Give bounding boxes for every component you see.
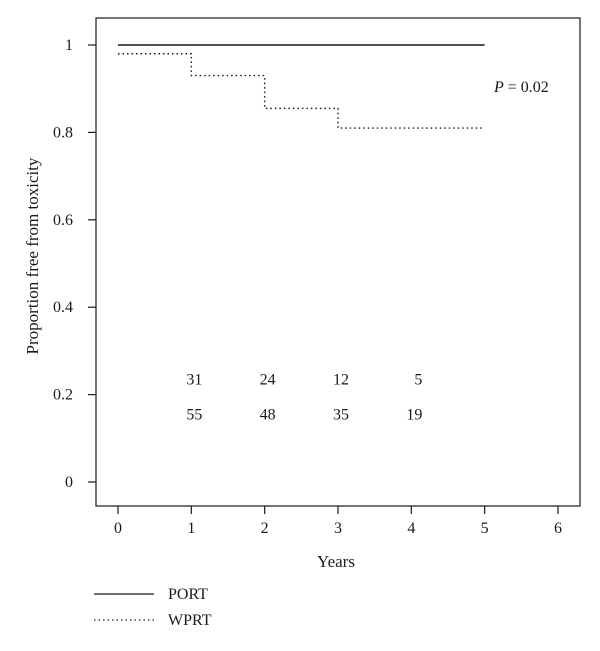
x-axis: 0 1 2 3 4 5 6: [114, 506, 562, 537]
x-tick-label-3: 3: [334, 520, 342, 537]
risk-count-row2-year2: 48: [260, 406, 276, 423]
x-tick-label-5: 5: [481, 520, 489, 537]
series-line-wprt: [118, 53, 485, 129]
legend-label-port: PORT: [168, 586, 208, 603]
risk-count-row2-year3: 35: [333, 406, 349, 423]
risk-count-row1-year1: 31: [186, 371, 202, 388]
x-tick-label-0: 0: [114, 520, 122, 537]
risk-count-row2-year1: 55: [186, 406, 202, 423]
risk-count-row1-year2: 24: [260, 371, 276, 388]
y-axis: 0 0.2 0.4 0.6 0.8 1: [53, 37, 96, 491]
y-tick-label-0.8: 0.8: [53, 124, 73, 141]
y-tick-label-0: 0: [65, 474, 73, 491]
x-tick-label-2: 2: [261, 520, 269, 537]
legend: PORT WPRT: [94, 586, 212, 629]
numbers-at-risk: 31 24 12 555 48 35 19: [186, 371, 422, 423]
x-tick-label-1: 1: [187, 520, 195, 537]
p-value-annotation: P = 0.02: [493, 79, 549, 96]
risk-count-row1-year4: 5: [414, 371, 422, 388]
y-axis-title: Proportion free from toxicity: [23, 157, 42, 354]
x-tick-label-6: 6: [554, 520, 562, 537]
y-tick-label-1: 1: [65, 37, 73, 54]
y-tick-label-0.6: 0.6: [53, 212, 73, 229]
risk-count-row2-year4: 19: [406, 406, 422, 423]
y-tick-label-0.4: 0.4: [53, 299, 73, 316]
legend-label-wprt: WPRT: [168, 612, 212, 629]
p-value-text: = 0.02: [504, 79, 549, 96]
risk-count-row1-year3: 12: [333, 371, 349, 388]
series-layer: [118, 44, 485, 129]
y-tick-label-0.2: 0.2: [53, 387, 73, 404]
x-tick-label-4: 4: [407, 520, 415, 537]
x-axis-title: Years: [317, 552, 355, 571]
p-value-symbol: P: [493, 79, 504, 96]
